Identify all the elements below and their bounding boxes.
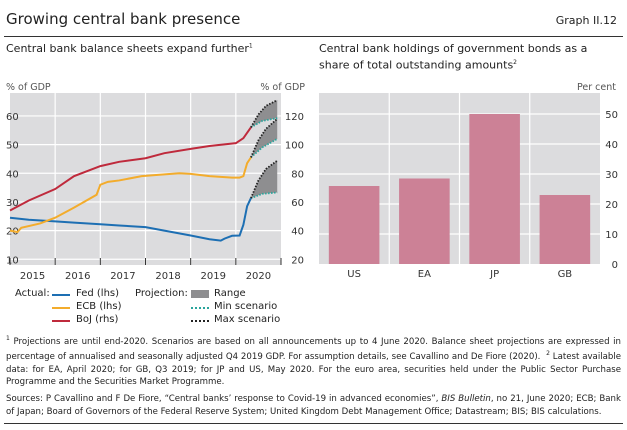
legend-max: Max scenario xyxy=(214,314,281,325)
legend-max-swatch xyxy=(191,320,209,322)
right-title-note: 2 xyxy=(513,59,517,66)
series-line-fed xyxy=(9,197,252,242)
bar-category-label: GB xyxy=(558,269,573,280)
right-tick-label: 20 xyxy=(291,255,304,266)
right-tick-label: 100 xyxy=(285,141,304,152)
bar-category-label: EA xyxy=(418,269,431,280)
bottom-divider xyxy=(4,423,623,424)
bar-gb xyxy=(539,195,591,264)
sources-text: Sources: P Cavallino and F De Fiore, “Ce… xyxy=(6,394,442,404)
sources-text-rest: , no 21, June 2020; ECB; Bank of Japan; … xyxy=(6,394,621,417)
max-scenario-line xyxy=(250,99,278,128)
bar-y-tick-label: 20 xyxy=(605,200,618,211)
bar-y-tick-label: 30 xyxy=(605,170,618,181)
bar-y-tick-label: 10 xyxy=(605,230,618,241)
footnote-2: Latest available data: for EA, April 202… xyxy=(6,352,621,388)
bar-y-tick-label: 40 xyxy=(605,140,618,151)
bond-holdings-bar-chart: Per cent 0 10 20 30 40 50 US EA JP GB xyxy=(319,82,618,280)
x-tick-label: 2017 xyxy=(110,271,135,282)
bar-category-label: JP xyxy=(489,269,499,280)
legend-projection-label: Projection: xyxy=(135,288,188,299)
left-tick-label: 20 xyxy=(6,227,19,238)
legend-actual-label: Actual: xyxy=(15,288,50,299)
right-tick-label: 40 xyxy=(291,227,304,238)
x-tick-label: 2019 xyxy=(201,271,226,282)
left-axis-unit: % of GDP xyxy=(6,82,51,93)
min-scenario-line xyxy=(250,138,278,159)
left-title-note: 1 xyxy=(248,42,253,50)
left-chart-title: Central bank balance sheets expand furth… xyxy=(6,42,253,55)
legend-min: Min scenario xyxy=(214,301,278,312)
right-tick-label: 120 xyxy=(285,112,304,123)
graph-title: Growing central bank presence xyxy=(6,10,241,28)
bar-y-tick-label: 0 xyxy=(612,260,618,271)
legend-min-swatch xyxy=(191,307,209,309)
x-tick-label: 2015 xyxy=(20,271,45,282)
legend-range: Range xyxy=(214,288,246,299)
x-tick-label: 2016 xyxy=(65,271,90,282)
title-divider xyxy=(4,36,623,37)
max-scenario-line xyxy=(250,118,278,158)
legend-ecb-swatch xyxy=(52,307,70,309)
x-tick-label: 2020 xyxy=(246,271,271,282)
legend-range-swatch xyxy=(191,290,209,298)
sources: Sources: P Cavallino and F De Fiore, “Ce… xyxy=(6,393,621,418)
projection-range-ecb xyxy=(250,118,278,158)
footnote-1: Projections are until end-2020. Scenario… xyxy=(6,336,621,363)
series-line-boj xyxy=(9,126,252,212)
right-chart-title: Central bank holdings of government bond… xyxy=(319,42,609,73)
right-title-text: Central bank holdings of government bond… xyxy=(319,42,588,72)
left-tick-label: 10 xyxy=(6,255,19,266)
sources-publication: BIS Bulletin xyxy=(441,394,491,404)
series-line-ecb xyxy=(9,156,252,234)
min-scenario-line xyxy=(250,191,278,200)
x-tick-label: 2018 xyxy=(155,271,180,282)
legend-boj-swatch xyxy=(52,320,70,322)
right-tick-label: 80 xyxy=(291,169,304,180)
right-axis-unit: % of GDP xyxy=(260,82,305,93)
left-tick-label: 40 xyxy=(6,169,19,180)
legend-boj: BoJ (rhs) xyxy=(76,314,119,325)
bar-us xyxy=(328,186,380,264)
legend-ecb: ECB (lhs) xyxy=(76,301,122,312)
left-tick-label: 60 xyxy=(6,112,19,123)
legend-fed-swatch xyxy=(52,294,70,296)
right-tick-label: 60 xyxy=(291,198,304,209)
legend-fed: Fed (lhs) xyxy=(76,288,120,299)
left-tick-label: 30 xyxy=(6,198,19,209)
left-tick-label: 50 xyxy=(6,141,19,152)
max-scenario-line xyxy=(250,159,278,199)
projection-range-boj xyxy=(250,100,278,128)
min-scenario-line xyxy=(250,117,278,129)
bar-ea xyxy=(399,178,450,264)
projection-range-fed xyxy=(250,160,278,199)
bar-y-tick-label: 50 xyxy=(605,110,618,121)
graph-number: Graph II.12 xyxy=(555,14,617,27)
footnotes: 1 Projections are until end-2020. Scenar… xyxy=(6,335,621,388)
left-title-text: Central bank balance sheets expand furth… xyxy=(6,42,249,55)
bar-axis-unit: Per cent xyxy=(577,82,616,93)
bar-jp xyxy=(469,114,520,264)
bar-category-label: US xyxy=(347,269,361,280)
